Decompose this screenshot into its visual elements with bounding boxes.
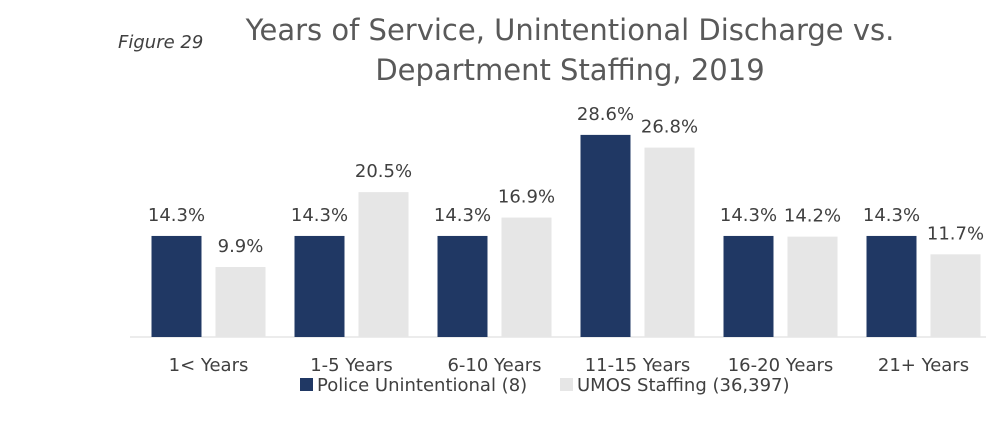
bar <box>930 254 981 337</box>
data-label: 16.9% <box>498 187 555 208</box>
x-tick-label: 6-10 Years <box>447 355 541 376</box>
legend-swatch <box>560 378 573 391</box>
bar <box>294 235 345 337</box>
x-tick-label: 1-5 Years <box>310 355 393 376</box>
bar <box>437 235 488 337</box>
bar <box>358 192 409 337</box>
data-label: 11.7% <box>927 223 984 244</box>
legend-label: Police Unintentional (8) <box>317 375 527 396</box>
data-label: 14.3% <box>291 205 348 226</box>
data-label: 20.5% <box>355 161 412 182</box>
bar <box>501 217 552 337</box>
bar <box>723 235 774 337</box>
bar <box>644 147 695 337</box>
data-label: 26.8% <box>641 117 698 138</box>
x-tick-label: 16-20 Years <box>728 355 834 376</box>
data-label: 14.3% <box>148 205 205 226</box>
data-label: 14.2% <box>784 206 841 227</box>
data-label: 14.3% <box>434 205 491 226</box>
bar <box>787 236 838 337</box>
x-tick-label: 11-15 Years <box>585 355 691 376</box>
legend-swatch <box>300 378 313 391</box>
data-label: 14.3% <box>863 205 920 226</box>
data-label: 9.9% <box>218 236 264 257</box>
data-label: 14.3% <box>720 205 777 226</box>
bar <box>866 235 917 337</box>
x-tick-label: 21+ Years <box>878 355 969 376</box>
legend-label: UMOS Staffing (36,397) <box>577 375 790 396</box>
bar <box>215 267 266 337</box>
bar <box>580 134 631 337</box>
bar <box>151 235 202 337</box>
data-label: 28.6% <box>577 104 634 125</box>
figure-label: Figure 29 <box>118 32 204 53</box>
chart-title: Years of Service, Unintentional Discharg… <box>245 13 895 87</box>
x-tick-label: 1< Years <box>169 355 249 376</box>
